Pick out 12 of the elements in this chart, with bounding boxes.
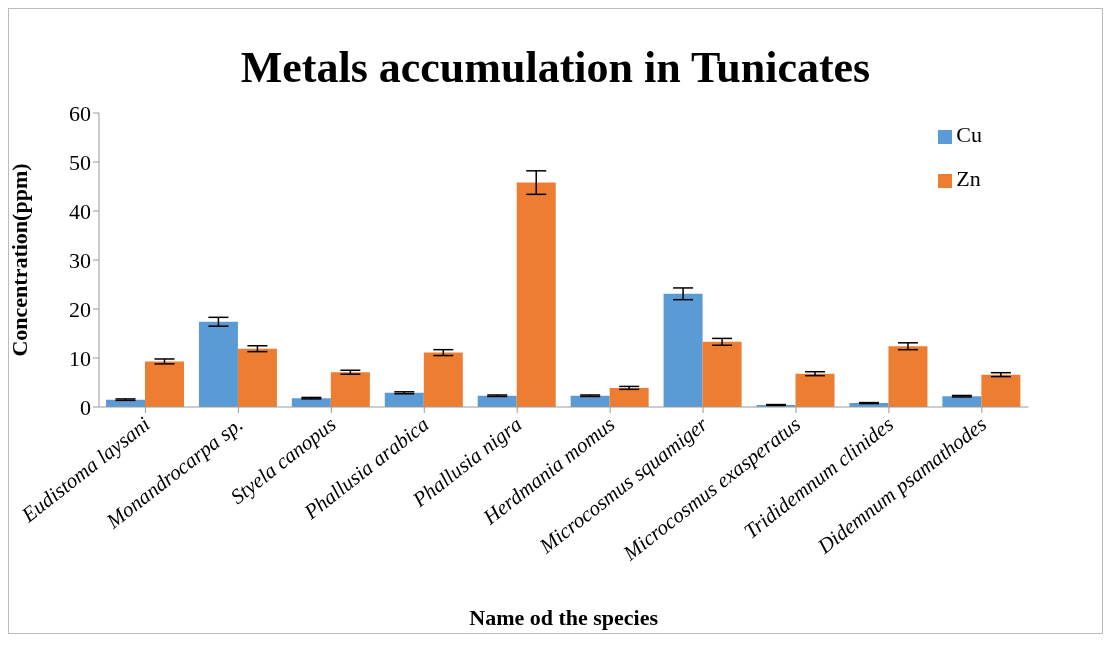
y-tick-label: 40 [69, 198, 91, 224]
y-tick-label: 30 [69, 247, 91, 273]
legend-label: Cu [956, 122, 982, 147]
y-tick-label: 50 [69, 149, 91, 175]
legend-label: Zn [956, 166, 981, 191]
chart-title: Metals accumulation in Tunicates [239, 42, 872, 93]
y-tick-label: 10 [69, 345, 91, 371]
y-tick-label: 0 [80, 394, 91, 420]
x-axis-title: Name od the species [469, 605, 659, 630]
y-tick-label: 60 [69, 100, 91, 126]
y-tick-label: 20 [69, 296, 91, 322]
y-axis-title: Concentration(ppm) [6, 163, 32, 357]
